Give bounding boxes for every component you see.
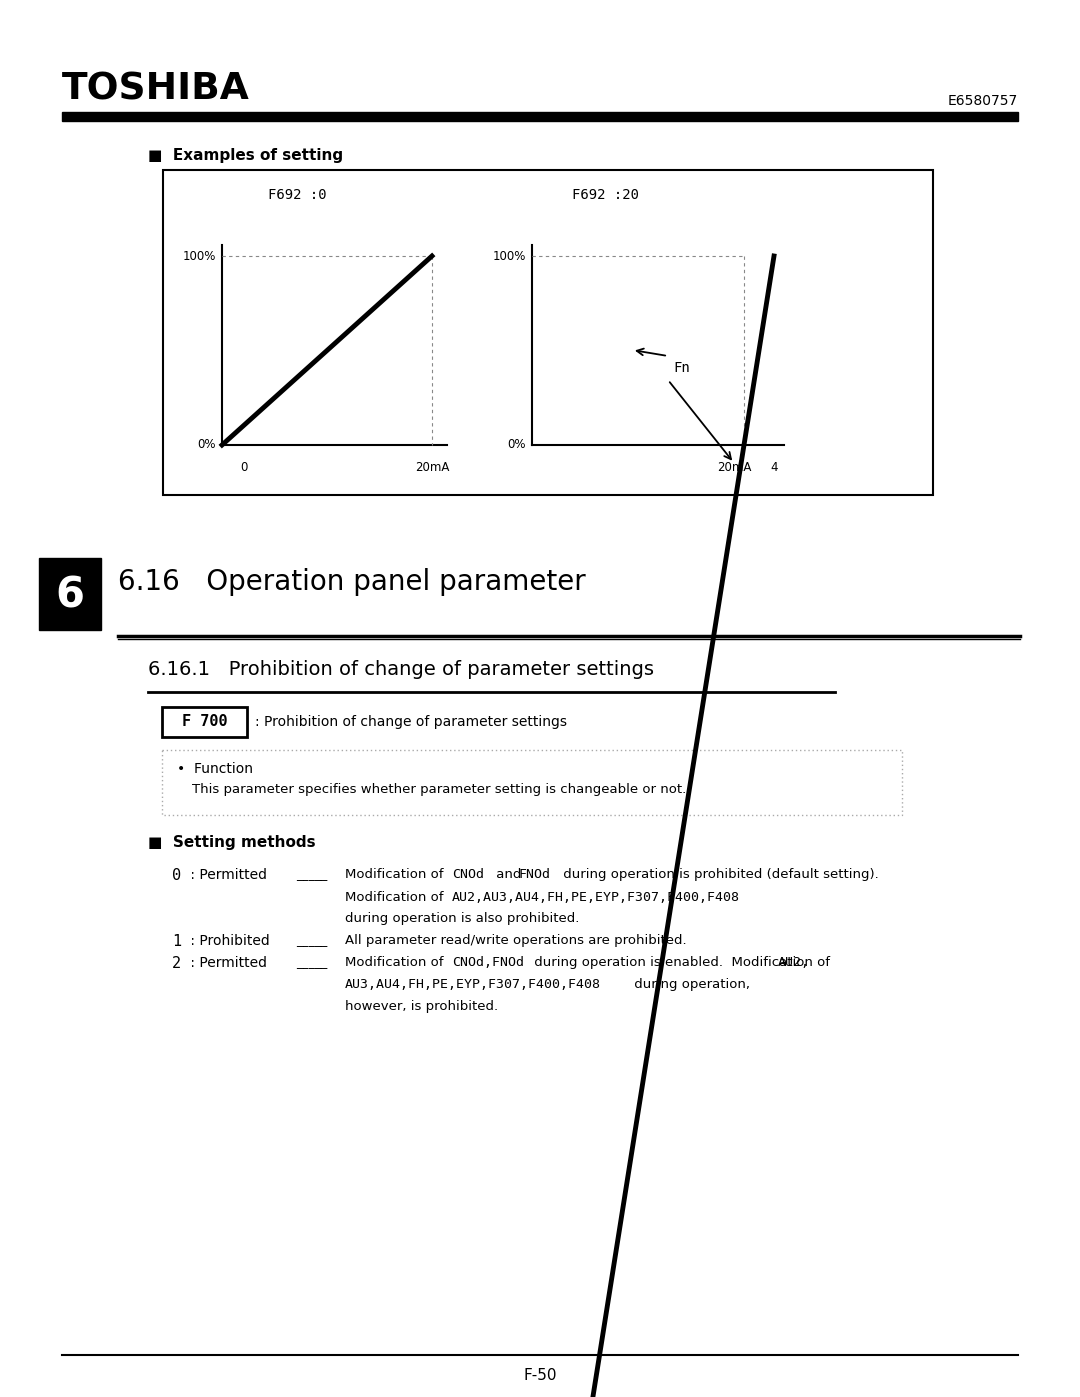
Text: F692 :0: F692 :0 bbox=[268, 189, 326, 203]
Text: and: and bbox=[492, 868, 526, 882]
Text: 20mA: 20mA bbox=[717, 461, 752, 474]
Text: ■  Setting methods: ■ Setting methods bbox=[148, 835, 315, 849]
Text: ■  Examples of setting: ■ Examples of setting bbox=[148, 148, 343, 163]
Text: 2: 2 bbox=[172, 956, 181, 971]
Text: 0: 0 bbox=[241, 461, 247, 474]
Text: 4: 4 bbox=[770, 461, 778, 474]
Text: FNOd: FNOd bbox=[519, 868, 551, 882]
Bar bbox=[162, 707, 247, 738]
Text: 6: 6 bbox=[55, 574, 84, 616]
Text: : Permitted: : Permitted bbox=[186, 868, 267, 882]
Text: _____: _____ bbox=[296, 935, 327, 947]
Text: AU3,AU4,FH,PE,EYP,F307,F400,F408: AU3,AU4,FH,PE,EYP,F307,F400,F408 bbox=[345, 978, 600, 990]
Text: 100%: 100% bbox=[183, 250, 216, 263]
Text: CNOd: CNOd bbox=[453, 868, 484, 882]
Text: _____: _____ bbox=[296, 868, 327, 882]
Text: AU2,: AU2, bbox=[778, 956, 810, 970]
Text: 20mA: 20mA bbox=[415, 461, 449, 474]
Text: F692 :20: F692 :20 bbox=[572, 189, 639, 203]
Text: This parameter specifies whether parameter setting is changeable or not.: This parameter specifies whether paramet… bbox=[192, 782, 686, 796]
Text: E6580757: E6580757 bbox=[948, 94, 1018, 108]
Text: however, is prohibited.: however, is prohibited. bbox=[345, 1000, 498, 1013]
Text: : Prohibited: : Prohibited bbox=[186, 935, 270, 949]
Text: 0%: 0% bbox=[198, 439, 216, 451]
Text: Fn: Fn bbox=[673, 360, 690, 374]
Text: 1: 1 bbox=[172, 935, 181, 949]
Text: _____: _____ bbox=[296, 956, 327, 970]
Text: during operation,: during operation, bbox=[630, 978, 750, 990]
Text: during operation is enabled.  Modification of: during operation is enabled. Modificatio… bbox=[530, 956, 834, 970]
Text: during operation is prohibited (default setting).: during operation is prohibited (default … bbox=[559, 868, 879, 882]
Bar bbox=[162, 750, 902, 814]
Text: 100%: 100% bbox=[492, 250, 526, 263]
Bar bbox=[39, 557, 102, 630]
Text: : Permitted: : Permitted bbox=[186, 956, 267, 970]
Text: F 700: F 700 bbox=[181, 714, 227, 729]
Text: Modification of: Modification of bbox=[345, 868, 448, 882]
Text: : Prohibition of change of parameter settings: : Prohibition of change of parameter set… bbox=[255, 715, 567, 729]
Text: All parameter read/write operations are prohibited.: All parameter read/write operations are … bbox=[345, 935, 687, 947]
Text: F-50: F-50 bbox=[523, 1368, 557, 1383]
Text: 0%: 0% bbox=[508, 439, 526, 451]
Bar bbox=[62, 112, 1018, 122]
Text: 6.16.1   Prohibition of change of parameter settings: 6.16.1 Prohibition of change of paramete… bbox=[148, 659, 654, 679]
Text: CNOd,FNOd: CNOd,FNOd bbox=[453, 956, 524, 970]
Text: Modification of: Modification of bbox=[345, 891, 448, 904]
Text: during operation is also prohibited.: during operation is also prohibited. bbox=[345, 912, 579, 925]
Text: AU2,AU3,AU4,FH,PE,EYP,F307,F400,F408: AU2,AU3,AU4,FH,PE,EYP,F307,F400,F408 bbox=[453, 891, 740, 904]
Text: 0: 0 bbox=[172, 868, 181, 883]
Text: 6.16   Operation panel parameter: 6.16 Operation panel parameter bbox=[118, 569, 585, 597]
Text: •  Function: • Function bbox=[177, 761, 253, 775]
Bar bbox=[163, 170, 933, 495]
Text: Modification of: Modification of bbox=[345, 956, 448, 970]
Text: TOSHIBA: TOSHIBA bbox=[62, 73, 249, 108]
